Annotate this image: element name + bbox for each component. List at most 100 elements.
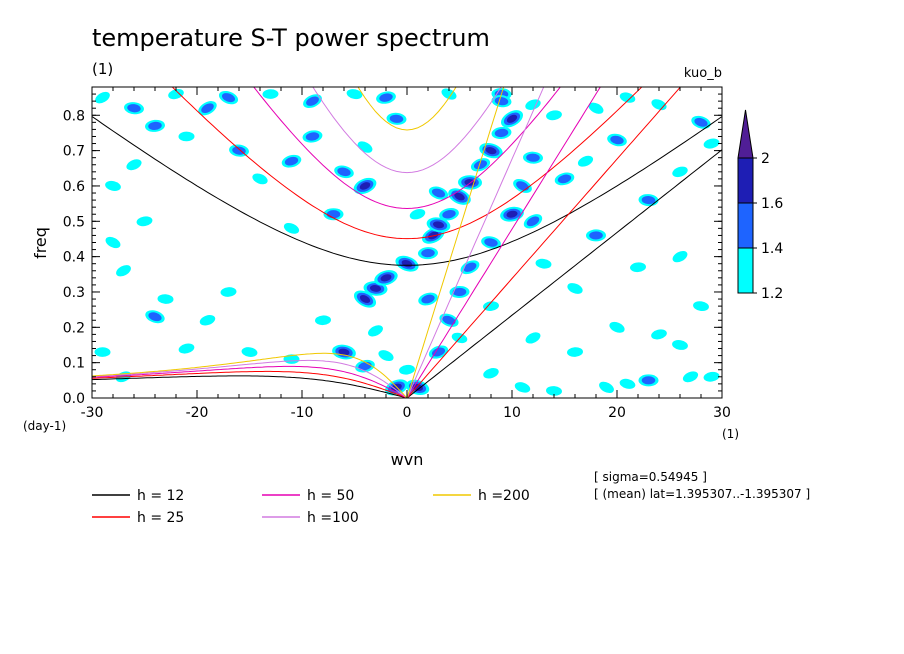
contour-blob [220, 287, 237, 297]
contour-blob [514, 382, 531, 393]
contour-blob [448, 188, 471, 205]
legend-item: h = 25 [92, 510, 184, 526]
legend: h = 12 h = 25 h = 50 h =100 h =200 [92, 488, 530, 526]
contour-blob [449, 285, 470, 298]
kelvin-curve [406, 87, 505, 398]
contour-blob [483, 301, 499, 311]
contour-blob [554, 172, 575, 186]
contour-blob [418, 292, 438, 306]
contour-blob [374, 270, 398, 286]
rossby-curve [92, 365, 408, 398]
colorbar-label: 1.4 [761, 241, 783, 257]
contour-blob [116, 265, 131, 277]
x-tick-label: 20 [608, 405, 626, 421]
contour-blob [523, 151, 543, 164]
contour-blob [198, 101, 217, 116]
contour-blob [567, 283, 583, 294]
contour-blob [525, 332, 541, 344]
contour-blob [693, 301, 709, 312]
contour-blob [441, 88, 457, 100]
contour-blob [609, 321, 625, 333]
contour-blob [386, 112, 407, 125]
contour-blob [599, 381, 614, 394]
x-tick-label: 10 [503, 405, 521, 421]
chart-title: temperature S-T power spectrum [92, 24, 490, 52]
contour-blob [168, 88, 184, 100]
contour-blob [409, 209, 426, 220]
contour-blob [513, 179, 532, 193]
colorbar-label: 1.2 [761, 286, 783, 302]
contour-blob [157, 294, 174, 304]
contour-blob [588, 102, 604, 114]
contour-blob [136, 216, 153, 227]
x-axis-label: wvn [391, 450, 424, 469]
contour-blob [332, 344, 356, 360]
contour-blob [353, 177, 377, 195]
x-tick-label: -30 [81, 405, 104, 421]
mean-lat-info: [ (mean) lat=1.395307..-1.395307 ] [594, 487, 810, 501]
contour-blob [567, 347, 583, 357]
contour-blob [672, 166, 688, 178]
rossby-curve [92, 375, 408, 398]
x-axis-unit: (1) [722, 427, 739, 441]
contour-blob [703, 138, 720, 149]
colorbar: 1.2 1.4 1.6 2 [737, 109, 783, 302]
legend-label: h =100 [307, 510, 359, 526]
x-tick-label: -10 [291, 405, 314, 421]
rossby-curve [92, 370, 408, 398]
legend-label: h = 50 [307, 488, 354, 504]
contour-blob [94, 347, 111, 357]
contour-blob [428, 186, 449, 200]
gravity-wave-curve [312, 87, 502, 174]
contour-blob [252, 173, 268, 185]
contour-blob [491, 126, 512, 140]
y-axis-unit: (day-1) [23, 419, 66, 433]
contour-blob [691, 115, 711, 129]
y-tick-label: 0.6 [63, 179, 85, 195]
contour-blob [546, 110, 562, 121]
gravity-wave-curve [357, 87, 457, 131]
contour-blob [376, 91, 396, 104]
axis-ticks: -30 -20 -10 0 10 20 30 0.0 0.1 0.2 0.3 0.4 0.5 0.6 0.7… [63, 87, 731, 421]
contour-blob [368, 325, 383, 337]
kelvin-curve [406, 87, 682, 398]
contour-blob [619, 92, 636, 103]
legend-item: h = 50 [262, 488, 354, 504]
contour-blob [682, 371, 699, 383]
y-tick-label: 0.1 [63, 356, 85, 372]
contour-blob [124, 102, 144, 115]
contour-blob [460, 260, 480, 275]
contour-blob [535, 258, 552, 269]
kelvin-curve [406, 149, 722, 398]
contour-blob [470, 158, 491, 172]
legend-label: h =200 [478, 488, 530, 504]
contour-blob [334, 165, 354, 179]
y-axis-label: freq [31, 227, 50, 259]
contour-blob [607, 133, 627, 147]
contour-blob [672, 340, 688, 350]
contour-blob [500, 206, 524, 222]
x-tick-label: -20 [186, 405, 209, 421]
contour-blob [353, 290, 377, 308]
contour-blob [95, 91, 110, 104]
colorbar-arrow [737, 109, 754, 159]
sigma-info: [ sigma=0.54945 ] [594, 470, 707, 484]
contour-blob [105, 236, 121, 249]
colorbar-segment [737, 247, 754, 294]
contour-blob [638, 194, 659, 207]
gravity-wave-curve [92, 116, 722, 266]
contour-blob [630, 262, 646, 273]
contour-blob [178, 131, 195, 142]
colorbar-segment [737, 157, 754, 204]
chart-subtitle-right: kuo_b [684, 66, 722, 81]
contour-blob [651, 329, 667, 340]
y-tick-label: 0.7 [63, 144, 85, 160]
contour-blob [458, 175, 482, 190]
contour-blob [418, 247, 438, 260]
contour-blob [525, 99, 541, 110]
x-tick-label: 30 [713, 405, 731, 421]
rossby-curve [92, 359, 408, 398]
kelvin-curve [406, 87, 601, 398]
contour-blob [439, 208, 459, 221]
